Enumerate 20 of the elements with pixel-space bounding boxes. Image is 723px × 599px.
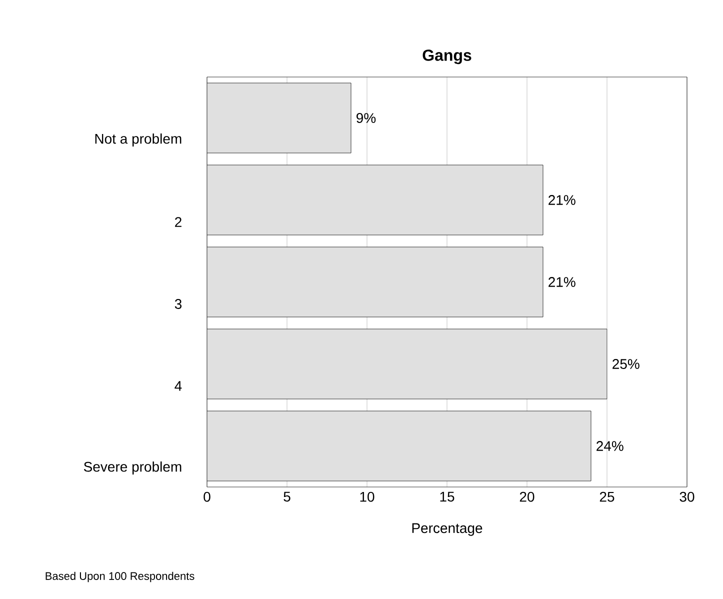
- x-axis-title: Percentage: [412, 523, 482, 536]
- y-tick-label: Severe problem: [84, 461, 182, 475]
- x-tick-label: 0: [204, 492, 210, 502]
- data-label: 21%: [548, 277, 576, 287]
- text: Based Upon 100 Respondents: [46, 572, 194, 582]
- data-label: 24%: [596, 441, 624, 451]
- x-tick-label: 30: [680, 492, 694, 502]
- y-tick-label: 2: [175, 217, 182, 227]
- y-tick-label: Not a problem: [95, 133, 182, 147]
- x-tick-label: 25: [600, 492, 614, 502]
- data-label: 21%: [548, 195, 576, 205]
- x-tick-label: 15: [440, 492, 454, 502]
- data-label: 25%: [612, 359, 640, 369]
- data-label: 9%: [356, 113, 376, 123]
- y-tick-label: 4: [174, 381, 182, 391]
- x-tick-label: 10: [360, 492, 374, 502]
- x-tick-label: 20: [520, 492, 534, 502]
- chart-title: Gangs: [422, 50, 472, 64]
- y-tick-label: 3: [174, 299, 182, 309]
- x-tick-label: 5: [284, 492, 290, 502]
